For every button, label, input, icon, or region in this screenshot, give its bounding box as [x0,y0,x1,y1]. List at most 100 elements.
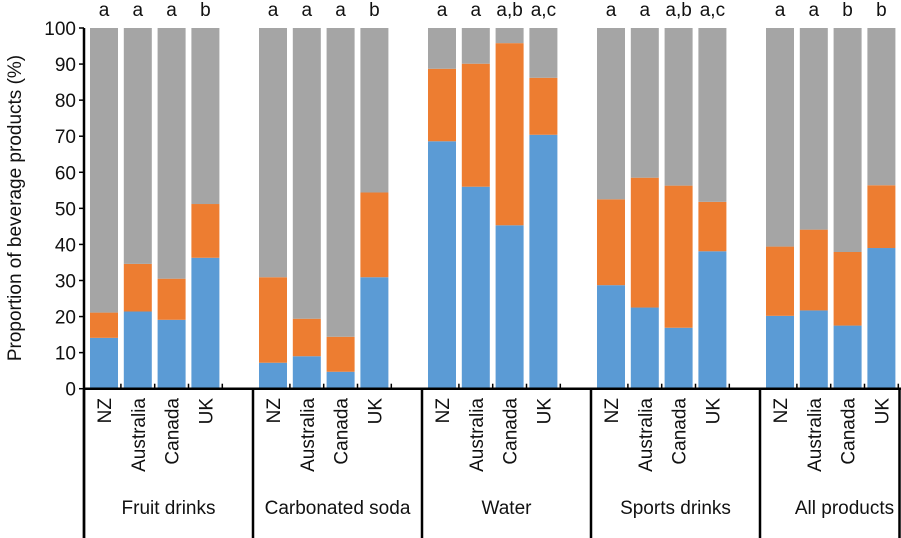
category-label: Australia [129,398,150,472]
category-label: UK [365,398,386,425]
y-tick-label: 70 [55,127,76,148]
bar-segment-blue [360,277,389,389]
category-label: NZ [264,398,285,424]
bar-segment-gray [428,28,456,69]
bar-segment-gray [360,28,389,193]
axes-layer [79,27,901,538]
bar-segment-orange [360,192,389,278]
significance-label: a [133,0,144,21]
y-tick-label: 0 [65,380,76,401]
category-label: Canada [839,398,860,465]
bar-segment-gray [597,28,625,200]
significance-label: b [842,0,853,21]
bar-segment-gray [833,28,862,252]
bar-segment-blue [292,356,321,389]
bar-segment-blue [867,248,896,389]
bar-segment-gray [867,28,896,186]
bar-segment-blue [698,251,727,389]
bar-segment-orange [597,199,625,286]
significance-label: a [775,0,786,21]
category-label: UK [196,398,217,425]
significance-label: a,b [665,0,691,21]
bar-segment-blue [428,141,456,389]
y-tick-label: 20 [55,308,76,329]
bar-segment-gray [664,28,693,186]
bar-segment-gray [630,28,659,178]
bar-segment-orange [259,277,287,363]
y-tick-label: 60 [55,163,76,184]
bar-segment-orange [664,185,693,328]
significance-label: a,b [496,0,522,21]
bar-segment-blue [157,319,186,389]
bar-segment-gray [529,28,558,78]
significance-label: a,c [700,0,725,21]
bar-segment-gray [799,28,828,230]
bar-segment-gray [766,28,794,247]
y-tick-label: 30 [55,271,76,292]
bar-segment-blue [326,371,355,389]
category-label: Australia [467,398,488,472]
category-label: Australia [636,398,657,472]
category-label: Canada [332,398,353,465]
bar-segment-orange [157,278,186,320]
bar-segment-orange [495,43,524,226]
bar-segment-orange [630,177,659,308]
bar-segment-blue [259,362,287,389]
group-label: Sports drinks [620,498,731,519]
labels-layer: a NZ a Australia a Canada b UK Fruit drinks a NZ a A… [44,0,894,519]
bar-segment-orange [867,185,896,249]
y-tick-label: 40 [55,235,76,256]
significance-label: a [268,0,279,21]
y-tick-label: 10 [55,344,76,365]
y-tick-label: 90 [55,55,76,76]
group-label: Carbonated soda [265,498,411,519]
bar-segment-blue [90,337,118,389]
bar-segment-orange [698,201,727,252]
bar-segment-blue [123,311,152,389]
bar-segment-blue [766,315,794,389]
significance-label: a [809,0,820,21]
bar-segment-blue [664,327,693,389]
bar-segment-gray [461,28,490,64]
bar-segment-gray [259,28,287,278]
category-label: NZ [602,398,623,424]
bar-segment-blue [461,186,490,389]
category-label: Canada [501,398,522,465]
category-label: NZ [771,398,792,424]
bar-segment-orange [799,229,828,311]
significance-label: a [606,0,617,21]
significance-label: a [437,0,448,21]
bar-segment-blue [191,257,220,389]
category-label: NZ [433,398,454,424]
group-label: All products [795,498,894,519]
significance-label: b [876,0,887,21]
bar-segment-orange [833,251,862,326]
bar-segment-gray [292,28,321,319]
y-tick-label: 80 [55,91,76,112]
bar-segment-gray [698,28,727,202]
category-label: Australia [805,398,826,472]
bar-segment-gray [326,28,355,337]
bar-segment-blue [630,307,659,389]
category-label: NZ [95,398,116,424]
bar-segment-blue [833,325,862,389]
significance-label: a [302,0,313,21]
category-label: UK [872,398,893,425]
significance-label: b [369,0,380,21]
bar-segment-orange [326,336,355,372]
significance-label: a [640,0,651,21]
bar-segment-orange [766,246,794,316]
group-label: Water [482,498,533,519]
significance-label: a [471,0,482,21]
significance-label: a [166,0,177,21]
bar-segment-orange [123,263,152,312]
bar-segment-orange [428,68,456,142]
y-tick-label: 100 [44,19,76,40]
significance-label: b [200,0,211,21]
y-axis-label: Proportion of beverage products (%) [5,55,26,361]
category-label: Australia [298,398,319,472]
bar-segment-gray [123,28,152,264]
bar-segment-orange [529,77,558,135]
bar-segment-orange [461,63,490,187]
